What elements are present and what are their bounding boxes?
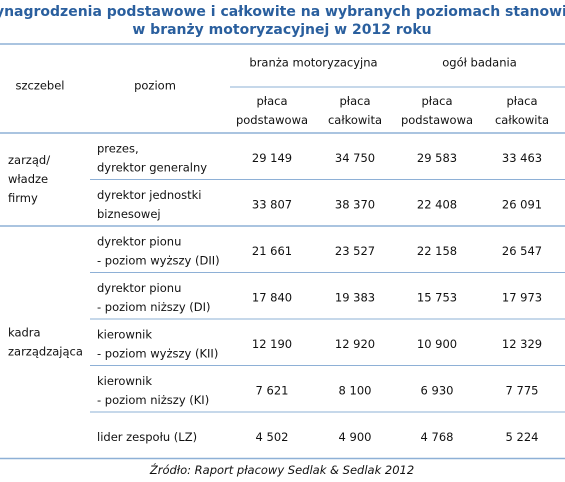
position-cell: - poziom niższy (DI) — [97, 300, 211, 314]
header-cell: płaca — [340, 94, 371, 108]
section-label: kadra — [8, 325, 41, 339]
value-cell: 10 900 — [417, 337, 457, 351]
header-cell: podstawowa — [401, 113, 473, 127]
section-label: zarządzająca — [8, 344, 83, 358]
value-cell: 34 750 — [335, 151, 375, 165]
header-cell: płaca — [257, 94, 288, 108]
value-cell: 26 547 — [502, 244, 542, 258]
value-cell: 29 583 — [417, 151, 457, 165]
value-cell: 7 621 — [256, 383, 289, 397]
title: Wynagrodzenia podstawowe i całkowite na … — [0, 4, 565, 20]
position-cell: - poziom wyższy (DII) — [97, 253, 220, 267]
section-label: firmy — [8, 191, 38, 205]
value-cell: 6 930 — [421, 383, 454, 397]
title: w branży motoryzacyjnej w 2012 roku — [132, 22, 431, 38]
header-cell: szczebel — [15, 79, 64, 93]
value-cell: 17 840 — [252, 290, 292, 304]
position-cell: kierownik — [97, 374, 152, 388]
value-cell: 12 190 — [252, 337, 292, 351]
value-cell: 19 383 — [335, 290, 375, 304]
header-cell: płaca — [422, 94, 453, 108]
value-cell: 4 768 — [421, 430, 454, 444]
position-cell: biznesowej — [97, 207, 161, 221]
section-label: władze — [8, 172, 48, 186]
section-label: zarząd/ — [8, 153, 50, 167]
header-group: branża motoryzacyjna — [249, 56, 377, 70]
source: Źródło: Raport płacowy Sedlak & Sedlak 2… — [149, 462, 414, 477]
value-cell: 5 224 — [506, 430, 539, 444]
value-cell: 29 149 — [252, 151, 292, 165]
value-cell: 33 807 — [252, 197, 292, 211]
position-cell: dyrektor jednostki — [97, 188, 202, 202]
position-cell: - poziom wyższy (KII) — [97, 346, 218, 360]
value-cell: 12 920 — [335, 337, 375, 351]
value-cell: 23 527 — [335, 244, 375, 258]
header-cell: całkowita — [495, 113, 549, 127]
position-cell: lider zespołu (LZ) — [97, 430, 197, 444]
value-cell: 7 775 — [506, 383, 539, 397]
header-cell: podstawowa — [236, 113, 308, 127]
value-cell: 15 753 — [417, 290, 457, 304]
position-cell: - poziom niższy (KI) — [97, 393, 209, 407]
value-cell: 38 370 — [335, 197, 375, 211]
position-cell: dyrektor pionu — [97, 234, 181, 248]
position-cell: prezes, — [97, 141, 139, 155]
header-cell: płaca — [507, 94, 538, 108]
value-cell: 33 463 — [502, 151, 542, 165]
value-cell: 22 408 — [417, 197, 457, 211]
value-cell: 4 900 — [339, 430, 372, 444]
value-cell: 4 502 — [256, 430, 289, 444]
header-group: ogół badania — [442, 56, 517, 70]
value-cell: 12 329 — [502, 337, 542, 351]
value-cell: 8 100 — [339, 383, 372, 397]
value-cell: 21 661 — [252, 244, 292, 258]
header-cell: poziom — [134, 79, 176, 93]
position-cell: kierownik — [97, 327, 152, 341]
value-cell: 22 158 — [417, 244, 457, 258]
value-cell: 26 091 — [502, 197, 542, 211]
position-cell: dyrektor pionu — [97, 281, 181, 295]
header-cell: całkowita — [328, 113, 382, 127]
value-cell: 17 973 — [502, 290, 542, 304]
position-cell: dyrektor generalny — [97, 160, 207, 174]
